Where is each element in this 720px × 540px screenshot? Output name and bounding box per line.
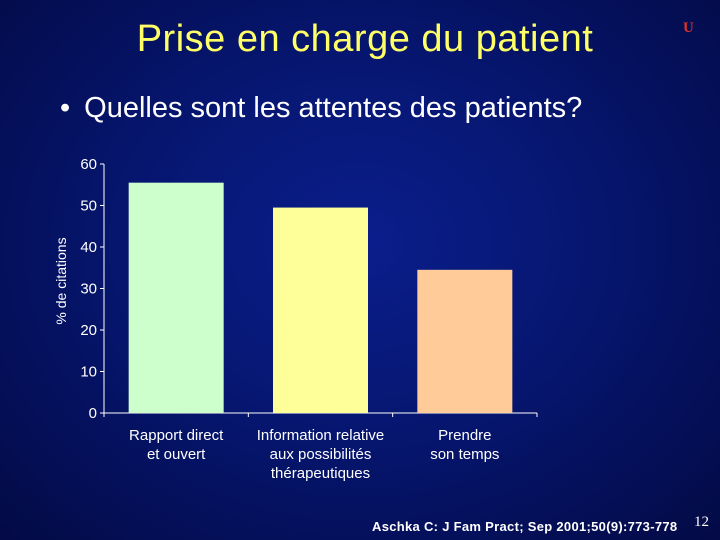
bullet-point: • Quelles sont les attentes des patients? [60, 92, 582, 125]
y-axis-label: % de citations [53, 237, 69, 324]
bar [128, 182, 224, 413]
y-tick-label: 10 [80, 364, 97, 381]
source-citation: Aschka C: J Fam Pract; Sep 2001;50(9):77… [372, 519, 678, 534]
y-tick-label: 50 [80, 198, 97, 215]
bullet-icon: • [60, 92, 71, 124]
bar [273, 207, 368, 413]
y-tick-label: 60 [80, 156, 97, 173]
category-label: Rapport direct et ouvert [129, 427, 224, 463]
y-tick-label: 20 [80, 322, 97, 339]
slide-title: Prise en charge du patient [136, 18, 594, 60]
category-label: Information relative aux possibilités thér… [257, 427, 385, 482]
category-label: Prendre son temps [430, 427, 499, 463]
y-tick-label: 0 [89, 405, 97, 422]
bullet-text: Quelles sont les attentes des patients? [84, 92, 583, 124]
y-tick-label: 30 [80, 281, 97, 298]
institution-logo: U [683, 20, 694, 36]
bar [417, 269, 513, 413]
page-number: 12 [694, 514, 709, 530]
y-tick-label: 40 [80, 239, 97, 256]
